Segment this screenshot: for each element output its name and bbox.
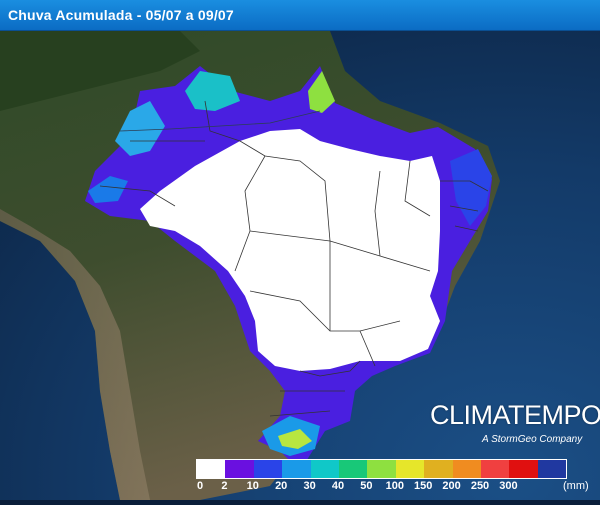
brand-name: CLIMATEMPO (430, 400, 600, 430)
legend-swatch (225, 460, 254, 478)
rain-patch-amapa (308, 71, 335, 113)
legend-swatch (197, 460, 226, 478)
title-bar: Chuva Acumulada - 05/07 a 09/07 (0, 0, 600, 31)
dry-speckle (210, 189, 215, 194)
legend-swatch (338, 460, 368, 478)
amazon-river (119, 110, 321, 132)
legend-unit: (mm) (563, 480, 589, 492)
legend-swatch (480, 460, 510, 478)
andes-range (0, 209, 150, 500)
legend-swatch (395, 460, 425, 478)
map-title: Chuva Acumulada - 05/07 a 09/07 (8, 7, 234, 23)
legend-label: 20 (275, 480, 288, 492)
legend-label: 0 (196, 480, 204, 492)
legend-swatches (196, 459, 568, 479)
legend-labels: 0 2 10 20 30 40 50 100 150 200 250 300 (196, 480, 592, 494)
rain-patch-south-green (278, 429, 312, 449)
dry-speckle (226, 177, 231, 182)
legend-swatch (424, 460, 453, 478)
rain-patch-northwest (115, 101, 165, 156)
legend-swatch (537, 460, 567, 478)
rain-patch-roraima (185, 71, 240, 111)
brand-tagline: A StormGeo Company (482, 434, 583, 445)
legend-swatch (452, 460, 481, 478)
state-borders (99, 100, 489, 417)
legend-swatch (509, 460, 538, 478)
legend-swatch (253, 460, 283, 478)
legend-label: 250 (470, 480, 490, 492)
color-legend: 0 2 10 20 30 40 50 100 150 200 250 300 (mm) (196, 459, 592, 497)
rain-patch-northeast-coast (450, 149, 492, 226)
dry-speckle (150, 209, 156, 215)
legend-label: 150 (414, 480, 433, 492)
brand-logo: CLIMATEMPO A StormGeo Company (430, 400, 600, 445)
legend-label: 50 (360, 480, 373, 492)
legend-label: 300 (499, 480, 518, 492)
rainfall-map (0, 31, 600, 500)
legend-swatch (367, 460, 396, 478)
legend-label: 200 (442, 480, 461, 492)
legend-label: 30 (303, 480, 316, 492)
legend-label: 100 (385, 480, 404, 492)
legend-label: 40 (331, 480, 345, 492)
legend-swatch (282, 460, 311, 478)
north-coast-land (0, 31, 200, 111)
map-canvas (0, 31, 600, 500)
dry-speckle (196, 181, 202, 186)
legend-swatch (310, 460, 339, 478)
legend-label: 10 (246, 480, 259, 492)
rain-patch-acre (88, 176, 128, 203)
legend-label: 2 (221, 480, 228, 492)
